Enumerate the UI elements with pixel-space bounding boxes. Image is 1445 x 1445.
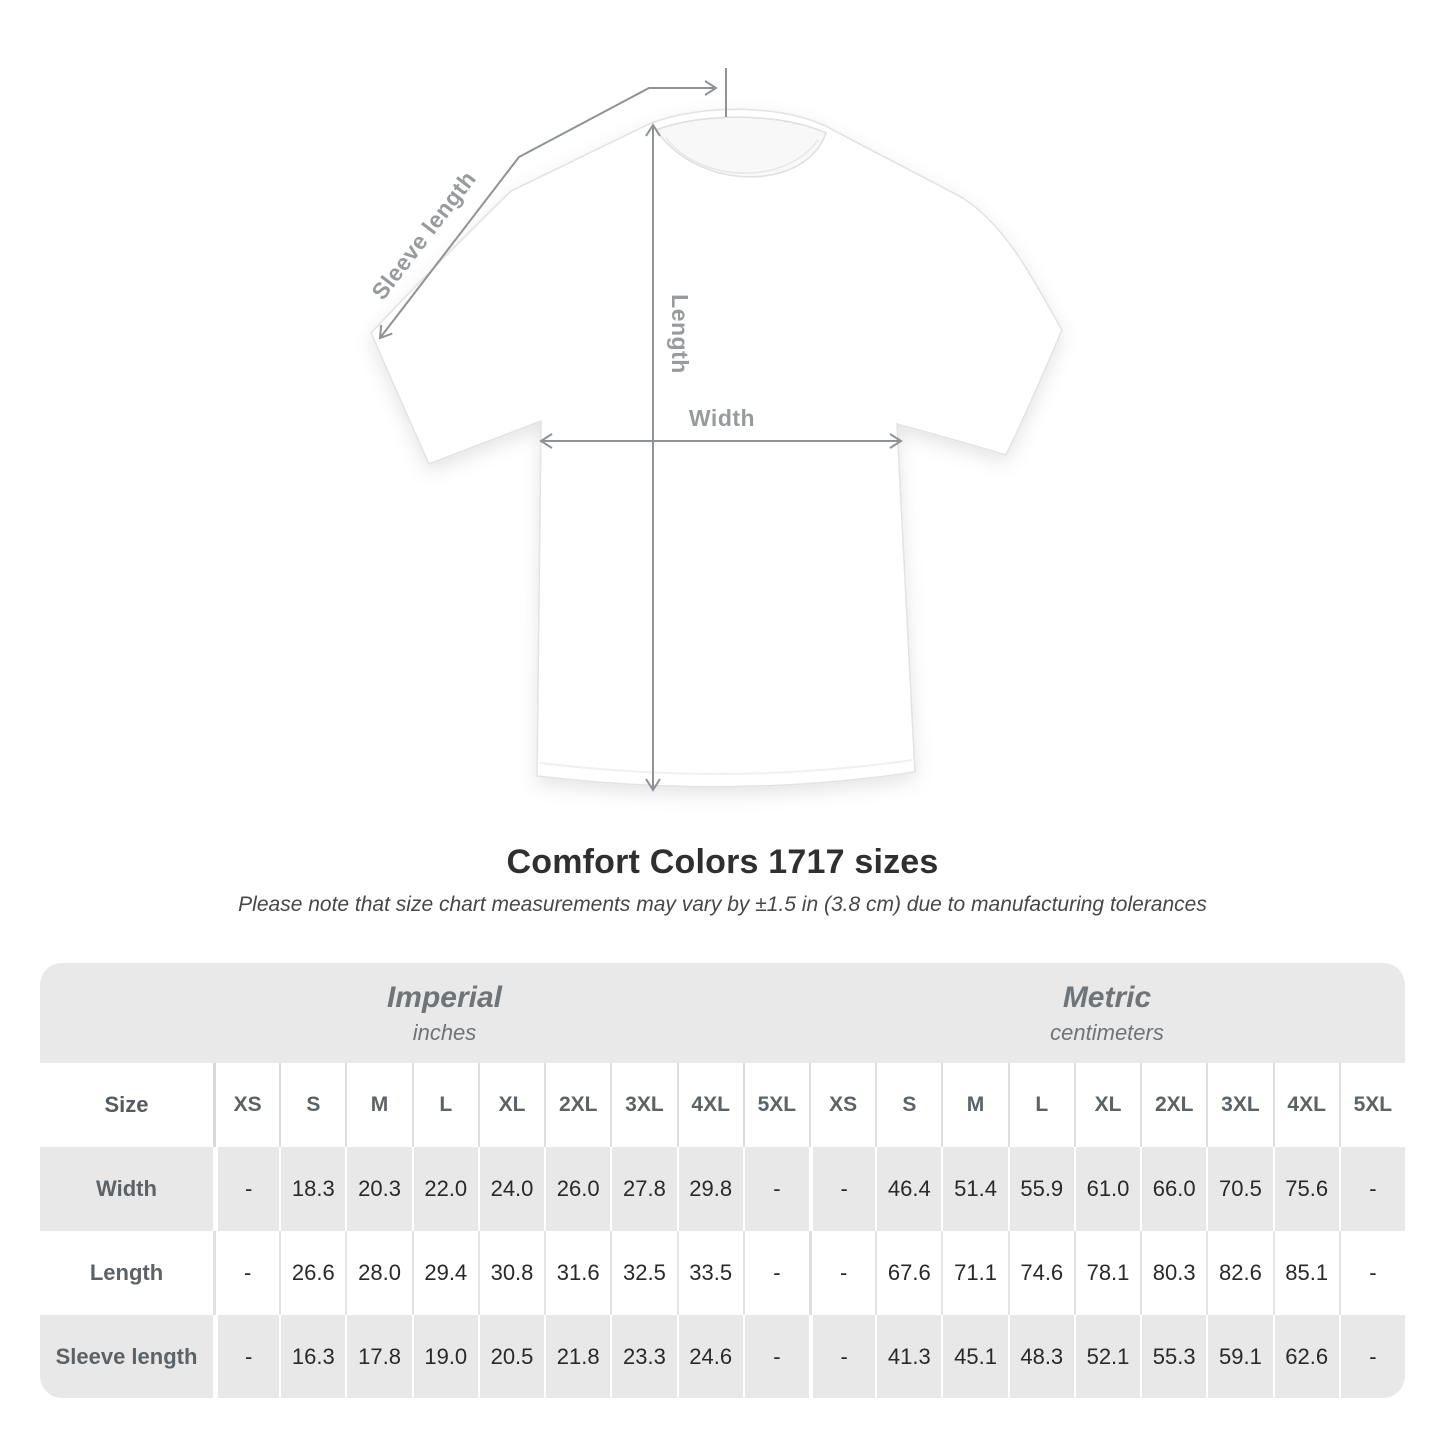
sleeve-metric-3xl: 59.1: [1206, 1315, 1272, 1398]
sleeve-metric-s: 41.3: [875, 1315, 941, 1398]
width-metric-l: 55.9: [1007, 1147, 1074, 1231]
tshirt-body: [370, 108, 1063, 788]
width-metric-xs: -: [808, 1147, 875, 1231]
size-header-imperial-xl: XL: [477, 1063, 544, 1147]
sleeve-metric-m: 45.1: [941, 1315, 1007, 1398]
width-imperial-l: 22.0: [411, 1147, 478, 1231]
metric-group-header: Metric centimeters: [809, 963, 1405, 1063]
length-metric-s: 67.6: [875, 1231, 941, 1315]
size-header-metric-l: L: [1007, 1063, 1074, 1147]
width-imperial-5xl: -: [742, 1147, 809, 1231]
size-column-header: Size: [104, 1092, 149, 1117]
length-imperial-m: 28.0: [345, 1231, 411, 1315]
sleeve-imperial-xl: 20.5: [477, 1315, 544, 1398]
length-metric-l: 74.6: [1007, 1231, 1074, 1315]
size-header-metric-xs: XS: [808, 1063, 875, 1147]
length-imperial-2xl: 31.6: [544, 1231, 610, 1315]
size-header-metric-xl: XL: [1073, 1063, 1140, 1147]
sleeve-imperial-3xl: 23.3: [610, 1315, 676, 1398]
length-imperial-xl: 30.8: [477, 1231, 544, 1315]
width-metric-5xl: -: [1338, 1147, 1405, 1231]
width-metric-4xl: 75.6: [1272, 1147, 1339, 1231]
width-imperial-xs: -: [213, 1147, 279, 1231]
tshirt-measurement-diagram: Sleeve length Length Width: [366, 68, 1063, 792]
size-header-imperial-m: M: [345, 1063, 411, 1147]
metric-group-unit: centimeters: [1050, 1019, 1164, 1045]
width-imperial-xl: 24.0: [477, 1147, 544, 1231]
sleeve-metric-2xl: 55.3: [1140, 1315, 1206, 1398]
length-metric-2xl: 80.3: [1140, 1231, 1206, 1315]
sleeve-imperial-xs: -: [213, 1315, 279, 1398]
width-imperial-s: 18.3: [279, 1147, 345, 1231]
size-header-metric-m: M: [941, 1063, 1007, 1147]
table-row-sleeve-length: Sleeve length - 16.3 17.8 19.0 20.5 21.8…: [40, 1315, 1405, 1398]
length-metric-xl: 78.1: [1073, 1231, 1140, 1315]
size-header-imperial-5xl: 5XL: [742, 1063, 809, 1147]
tshirt-diagram-svg: Sleeve length Length Width: [366, 68, 1063, 792]
sleeve-imperial-s: 16.3: [279, 1315, 345, 1398]
size-header-imperial-3xl: 3XL: [610, 1063, 676, 1147]
width-metric-xl: 61.0: [1073, 1147, 1140, 1231]
sleeve-metric-l: 48.3: [1007, 1315, 1074, 1398]
width-label: Width: [689, 405, 755, 431]
sleeve-metric-5xl: -: [1338, 1315, 1405, 1398]
size-table: Imperial inches Metric centimeters Size …: [40, 963, 1405, 1398]
size-header-imperial-4xl: 4XL: [676, 1063, 743, 1147]
length-imperial-3xl: 32.5: [610, 1231, 676, 1315]
unit-group-header-row: Imperial inches Metric centimeters: [40, 963, 1405, 1063]
imperial-group-name: Imperial: [386, 980, 503, 1014]
sleeve-length-arrow: [378, 80, 718, 340]
sleeve-metric-xs: -: [808, 1315, 875, 1398]
row-label-length: Length: [89, 1260, 164, 1285]
size-header-metric-5xl: 5XL: [1338, 1063, 1405, 1147]
length-metric-3xl: 82.6: [1206, 1231, 1272, 1315]
length-imperial-5xl: -: [742, 1231, 809, 1315]
table-row-width: Width - 18.3 20.3 22.0 24.0 26.0 27.8 29…: [40, 1147, 1405, 1231]
width-imperial-2xl: 26.0: [544, 1147, 610, 1231]
imperial-group-unit: inches: [412, 1019, 477, 1045]
size-header-metric-2xl: 2XL: [1140, 1063, 1206, 1147]
length-metric-m: 71.1: [941, 1231, 1007, 1315]
size-header-metric-s: S: [875, 1063, 941, 1147]
size-header-imperial-s: S: [279, 1063, 345, 1147]
tolerance-note: Please note that size chart measurements…: [238, 893, 1207, 916]
length-imperial-l: 29.4: [411, 1231, 478, 1315]
metric-group-name: Metric: [1062, 980, 1152, 1014]
row-label-width: Width: [96, 1176, 157, 1201]
length-metric-xs: -: [808, 1231, 875, 1315]
size-header-imperial-l: L: [411, 1063, 478, 1147]
table-row-length: Length - 26.6 28.0 29.4 30.8 31.6 32.5 3…: [40, 1231, 1405, 1315]
measurement-annotations: [378, 68, 903, 792]
width-imperial-3xl: 27.8: [610, 1147, 676, 1231]
sleeve-metric-4xl: 62.6: [1272, 1315, 1339, 1398]
length-imperial-s: 26.6: [279, 1231, 345, 1315]
sleeve-imperial-4xl: 24.6: [676, 1315, 743, 1398]
size-header-metric-3xl: 3XL: [1206, 1063, 1272, 1147]
imperial-group-header: Imperial inches: [40, 963, 809, 1063]
length-label: Length: [667, 294, 693, 374]
sleeve-metric-xl: 52.1: [1073, 1315, 1140, 1398]
width-metric-3xl: 70.5: [1206, 1147, 1272, 1231]
size-header-imperial-xs: XS: [213, 1063, 279, 1147]
size-header-row: Size XS S M L XL 2XL 3XL 4XL 5XL XS S M …: [40, 1063, 1405, 1147]
length-imperial-xs: -: [213, 1231, 279, 1315]
length-metric-4xl: 85.1: [1272, 1231, 1339, 1315]
length-imperial-4xl: 33.5: [676, 1231, 743, 1315]
sleeve-imperial-5xl: -: [742, 1315, 809, 1398]
width-metric-s: 46.4: [875, 1147, 941, 1231]
tshirt-illustration: [370, 108, 1063, 788]
width-imperial-4xl: 29.8: [676, 1147, 743, 1231]
page-title: Comfort Colors 1717 sizes: [506, 843, 939, 881]
sleeve-imperial-l: 19.0: [411, 1315, 478, 1398]
size-header-metric-4xl: 4XL: [1272, 1063, 1339, 1147]
sleeve-imperial-2xl: 21.8: [544, 1315, 610, 1398]
length-metric-5xl: -: [1338, 1231, 1405, 1315]
tshirt-hem-seam: [539, 759, 913, 775]
width-metric-m: 51.4: [941, 1147, 1007, 1231]
row-label-sleeve-length: Sleeve length: [55, 1343, 198, 1369]
width-metric-2xl: 66.0: [1140, 1147, 1206, 1231]
width-imperial-m: 20.3: [345, 1147, 411, 1231]
sleeve-imperial-m: 17.8: [345, 1315, 411, 1398]
size-header-imperial-2xl: 2XL: [544, 1063, 610, 1147]
